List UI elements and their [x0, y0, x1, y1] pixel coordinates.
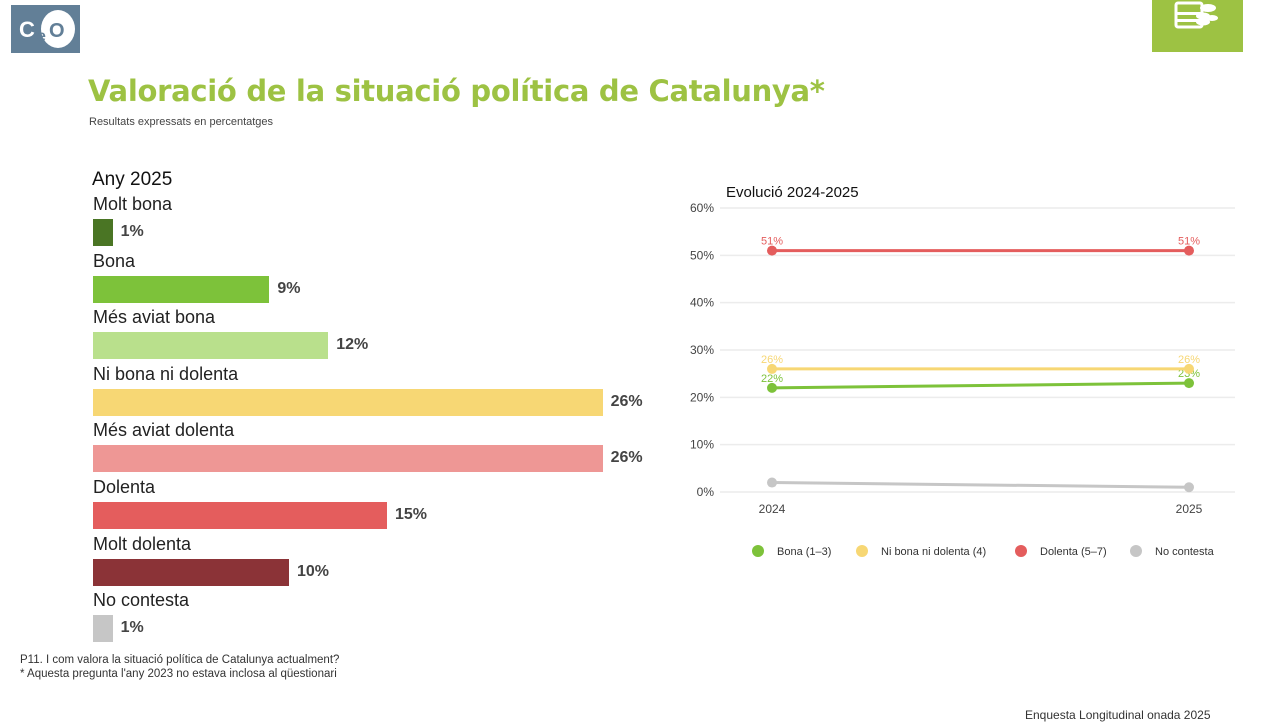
bar-value-label: 1%	[120, 223, 144, 240]
bar	[93, 558, 289, 586]
y-tick-label: 50%	[690, 248, 714, 262]
page-subtitle: Resultats expressats en percentatges	[89, 116, 274, 128]
bar-category-label: Bona	[93, 250, 136, 271]
footnote-note: * Aquesta pregunta l'any 2023 no estava …	[20, 668, 337, 680]
y-tick-label: 40%	[690, 296, 714, 310]
legend-marker	[1130, 545, 1142, 557]
bar-category-label: Ni bona ni dolenta	[93, 363, 239, 384]
bar	[93, 502, 387, 529]
data-point	[767, 382, 777, 393]
ceo-logo: C e O	[11, 5, 80, 53]
y-tick-label: 10%	[690, 438, 714, 452]
source-label: Enquesta Longitudinal onada 2025	[1025, 708, 1211, 722]
data-point	[1184, 245, 1194, 256]
page-title: Valoració de la situació política de Cat…	[88, 74, 825, 108]
bar	[93, 445, 603, 473]
series-line	[771, 481, 1190, 489]
y-tick-label: 0%	[697, 485, 715, 499]
y-tick-label: 20%	[690, 390, 714, 404]
legend-label: No contesta	[1155, 546, 1215, 558]
line-chart-title: Evolució 2024-2025	[726, 184, 859, 201]
data-label: 26%	[761, 354, 783, 366]
x-tick-label: 2025	[1176, 502, 1203, 516]
data-label: 26%	[1178, 354, 1200, 366]
bar-category-label: No contesta	[93, 590, 190, 611]
data-point	[767, 477, 777, 488]
bar-category-label: Molt dolenta	[93, 533, 192, 554]
bar	[93, 275, 270, 303]
legend-label: Dolenta (5–7)	[1040, 546, 1107, 558]
bar-category-label: Més aviat bona	[93, 307, 216, 328]
data-label: 23%	[1178, 368, 1200, 380]
bar-value-label: 12%	[336, 336, 369, 354]
bar-value-label: 26%	[610, 449, 643, 467]
bar-value-label: 1%	[120, 619, 144, 637]
series-line	[771, 381, 1190, 390]
svg-text:O: O	[49, 20, 65, 42]
bar-value-label: 15%	[395, 506, 428, 523]
bar-value-label: 9%	[277, 279, 301, 297]
data-point	[1184, 378, 1194, 389]
bar-value-label: 26%	[610, 392, 643, 410]
data-point	[1184, 363, 1194, 374]
bar	[93, 615, 113, 643]
y-tick-label: 30%	[690, 343, 714, 357]
legend-marker	[856, 545, 868, 557]
data-label: 51%	[1178, 236, 1200, 248]
bar-value-label: 10%	[297, 562, 330, 580]
svg-text:e: e	[37, 28, 46, 45]
bar	[93, 219, 113, 246]
data-label: 22%	[761, 373, 783, 385]
bar	[93, 332, 329, 360]
data-point	[767, 363, 777, 374]
data-point	[1184, 482, 1194, 493]
data-point	[767, 245, 777, 256]
legend-label: Ni bona ni dolenta (4)	[881, 546, 986, 558]
bar-category-label: Molt bona	[93, 194, 173, 214]
bar	[93, 388, 603, 416]
money-coins-icon	[1152, 0, 1243, 52]
data-label: 51%	[761, 236, 783, 248]
footnote-question: P11. I com valora la situació política d…	[20, 654, 340, 666]
y-tick-label: 60%	[690, 201, 714, 215]
x-tick-label: 2024	[759, 502, 786, 516]
bar-chart-title: Any 2025	[92, 169, 173, 190]
legend-label: Bona (1–3)	[777, 546, 831, 558]
bar-category-label: Dolenta	[93, 477, 156, 497]
svg-text:C: C	[19, 17, 35, 42]
bar-category-label: Més aviat dolenta	[93, 420, 235, 441]
legend-marker	[752, 545, 764, 557]
legend-marker	[1015, 545, 1027, 557]
